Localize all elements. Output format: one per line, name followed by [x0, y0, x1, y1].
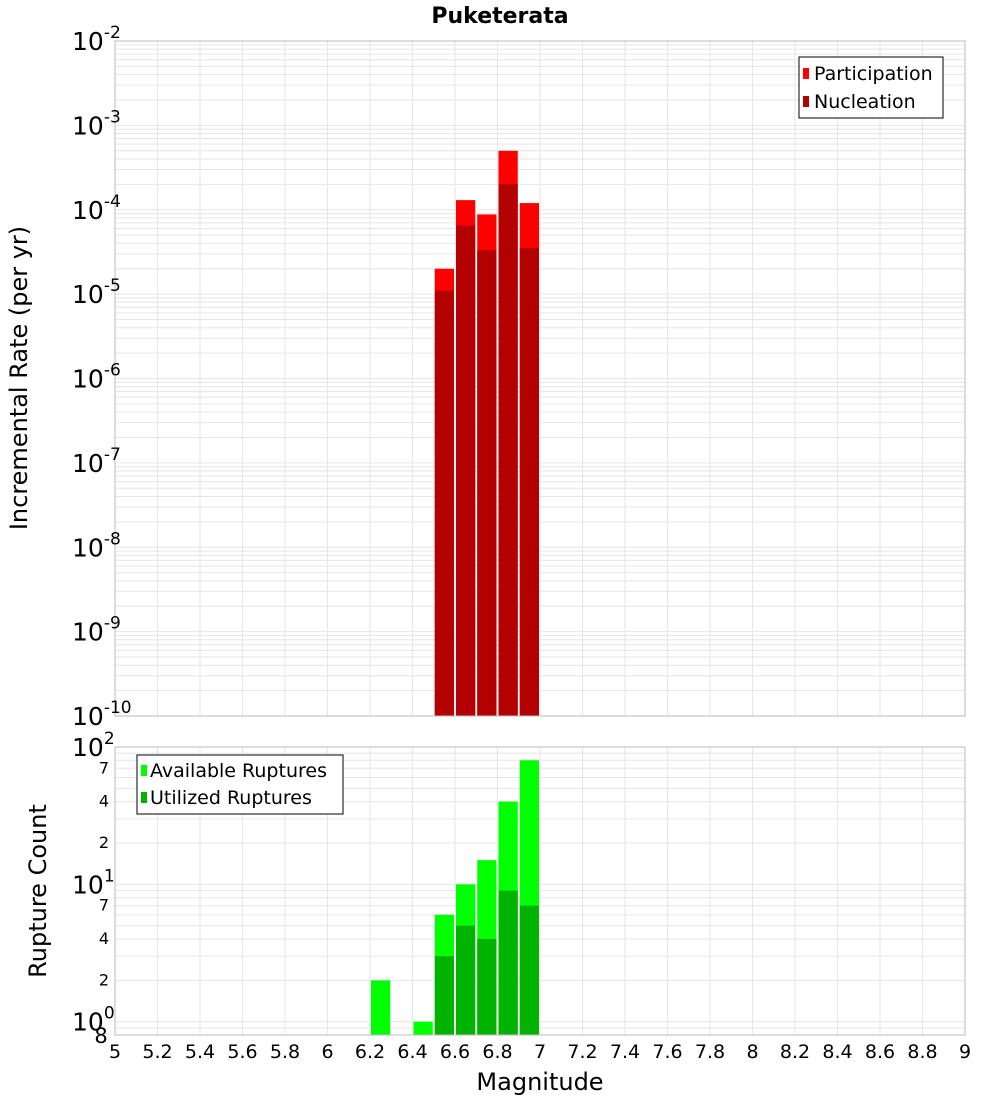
legend-label-utilized-ruptures: Utilized Ruptures: [150, 787, 312, 809]
x-tick-label: 8.8: [907, 1041, 937, 1063]
legend-label-nucleation: Nucleation: [814, 91, 916, 113]
y-tick-label: 10-8: [72, 529, 121, 562]
x-tick-label: 7.4: [610, 1041, 640, 1063]
y-tick-label: 7: [99, 896, 109, 915]
y-tick-label: 10-6: [72, 361, 121, 394]
top-legend: Participation Nucleation: [798, 56, 944, 119]
top-y-ticks: 10-10 10-9 10-8 10-7 10-6 10-5 10-4 10-3 10-2: [72, 23, 132, 731]
top-plot-border: [114, 40, 966, 717]
y-tick-label: 10-2: [72, 23, 121, 56]
bar-nucleation: [456, 225, 476, 716]
x-tick-label: 8.4: [822, 1041, 852, 1063]
bottom-y-axis-label: Rupture Count: [24, 804, 52, 978]
y-tick-label: 10-9: [72, 614, 121, 647]
bottom-x-ticks: 5 5.2 5.4 5.6 5.8 6 6.2 6.4 6.6 6.8 7 7.2 7.4 7.6 7.8 8…: [109, 1041, 971, 1063]
legend-swatch-available-ruptures: [141, 765, 147, 776]
legend-label-participation: Participation: [814, 63, 933, 85]
y-tick-label: 10-7: [72, 445, 121, 478]
bar-nucleation: [498, 184, 518, 717]
x-tick-label: 8: [746, 1041, 758, 1063]
y-tick-label: 7: [99, 758, 109, 777]
x-tick-label: 5.4: [185, 1041, 215, 1063]
y-tick-label: 10-3: [72, 107, 121, 140]
x-tick-label: 5.8: [270, 1041, 300, 1063]
bar-available-ruptures: [413, 1021, 433, 1035]
bar-utilized-ruptures: [456, 925, 476, 1035]
y-tick-label: 100: [72, 1004, 115, 1037]
x-tick-label: 6.8: [482, 1041, 512, 1063]
legend-swatch-utilized-ruptures: [141, 792, 147, 803]
chart-title: Puketerata: [431, 4, 568, 29]
top-plot: 10-10 10-9 10-8 10-7 10-6 10-5 10-4 10-3 10-2 In…: [5, 23, 966, 731]
x-tick-label: 5: [109, 1041, 121, 1063]
bottom-bars: [371, 760, 539, 1035]
x-tick-label: 6: [321, 1041, 333, 1063]
y-tick-label: 10-5: [72, 276, 121, 309]
bar-utilized-ruptures: [498, 890, 518, 1035]
top-y-axis-label: Incremental Rate (per yr): [5, 226, 33, 530]
x-tick-label: 8.6: [865, 1041, 895, 1063]
bar-utilized-ruptures: [477, 939, 497, 1035]
y-tick-label: 10-10: [72, 698, 132, 731]
bar-utilized-ruptures: [519, 905, 539, 1035]
x-tick-label: 7.2: [567, 1041, 597, 1063]
x-tick-label: 6.4: [397, 1041, 427, 1063]
top-legend-box: [798, 56, 944, 119]
legend-swatch-participation: [803, 68, 809, 79]
x-tick-label: 6.6: [440, 1041, 470, 1063]
bottom-plot-border: [114, 746, 966, 1036]
bottom-legend: Available Ruptures Utilized Ruptures: [136, 754, 344, 815]
x-tick-label: 8.2: [780, 1041, 810, 1063]
bar-available-ruptures: [371, 980, 391, 1035]
bar-nucleation: [519, 248, 539, 717]
x-tick-label: 5.2: [142, 1041, 172, 1063]
legend-label-available-ruptures: Available Ruptures: [150, 760, 327, 782]
y-tick-label: 10-4: [72, 192, 121, 225]
x-tick-label: 7.8: [695, 1041, 725, 1063]
y-tick-label: 4: [99, 792, 109, 811]
x-tick-label: 5.6: [227, 1041, 257, 1063]
x-tick-label: 7.6: [652, 1041, 682, 1063]
bar-utilized-ruptures: [434, 956, 454, 1035]
y-tick-label: 2: [99, 970, 109, 989]
top-bars: [434, 150, 539, 717]
y-tick-label: 8: [94, 1024, 107, 1048]
y-tick-label: 101: [72, 866, 115, 899]
legend-swatch-nucleation: [803, 96, 809, 107]
x-tick-label: 7: [534, 1041, 546, 1063]
x-axis-label: Magnitude: [476, 1068, 603, 1096]
bar-nucleation: [477, 250, 497, 717]
y-tick-label: 4: [99, 929, 109, 948]
y-tick-label: 2: [99, 833, 109, 852]
x-tick-label: 9: [959, 1041, 971, 1063]
y-tick-label: 102: [72, 729, 115, 762]
x-tick-label: 6.2: [355, 1041, 385, 1063]
bar-nucleation: [434, 290, 454, 716]
bottom-legend-box: [136, 754, 344, 815]
top-grid: [114, 41, 966, 717]
